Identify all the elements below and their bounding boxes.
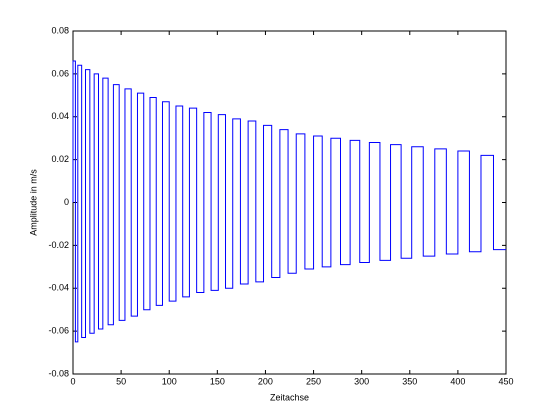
- y-tick-label: 0.08: [51, 25, 69, 35]
- y-axis-label: Amplitude in m/s: [28, 169, 38, 236]
- x-tick-label: 0: [70, 376, 75, 386]
- x-tick-label: 300: [354, 376, 369, 386]
- y-tick-label: 0.02: [51, 154, 69, 164]
- x-tick-label: 50: [116, 376, 126, 386]
- x-tick-label: 100: [162, 376, 177, 386]
- y-tick-label: 0.04: [51, 111, 69, 121]
- y-tick-label: 0: [64, 197, 69, 207]
- x-tick-label: 350: [402, 376, 417, 386]
- axes-box: [72, 30, 507, 375]
- x-tick-label: 400: [450, 376, 465, 386]
- y-tick-label: -0.04: [48, 283, 69, 293]
- signal-line: [72, 60, 506, 343]
- x-tick-label: 250: [306, 376, 321, 386]
- x-tick-label: 450: [498, 376, 513, 386]
- y-tick-label: -0.02: [48, 240, 69, 250]
- x-axis-label: Zeitachse: [270, 392, 309, 402]
- y-tick-label: 0.06: [51, 68, 69, 78]
- y-tick-label: -0.06: [48, 326, 69, 336]
- y-tick-label: -0.08: [48, 368, 69, 378]
- x-tick-label: 150: [210, 376, 225, 386]
- x-tick-label: 200: [258, 376, 273, 386]
